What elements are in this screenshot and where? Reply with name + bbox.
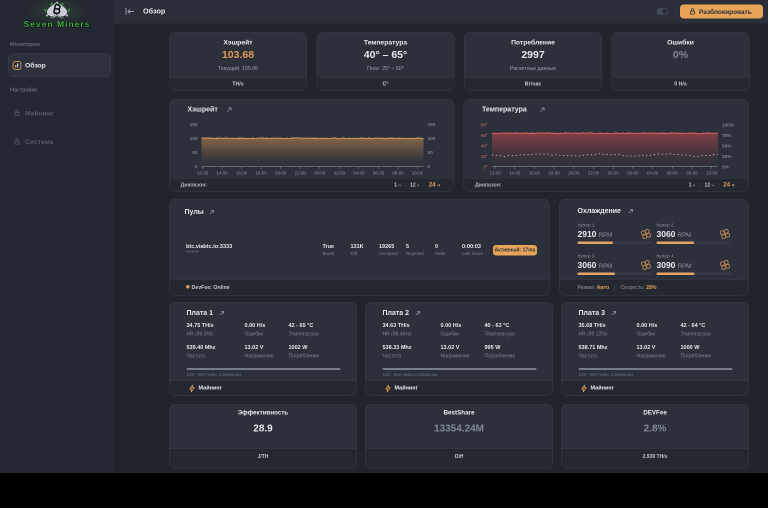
svg-text:0: 0 — [428, 164, 431, 170]
svg-text:100: 100 — [428, 136, 436, 142]
svg-text:100: 100 — [190, 136, 198, 142]
svg-text:04:00: 04:00 — [353, 171, 365, 176]
svg-text:18:00: 18:00 — [256, 171, 268, 176]
svg-text:40°: 40° — [481, 144, 488, 150]
svg-text:75%: 75% — [722, 133, 732, 139]
svg-text:50: 50 — [428, 150, 434, 156]
svg-text:16:00: 16:00 — [529, 171, 541, 176]
svg-text:02:00: 02:00 — [627, 171, 639, 176]
svg-text:50%: 50% — [722, 144, 732, 150]
svg-text:08:00: 08:00 — [392, 171, 404, 176]
svg-text:20°: 20° — [481, 154, 488, 160]
svg-text:14:00: 14:00 — [216, 171, 228, 176]
svg-text:0: 0 — [195, 164, 198, 170]
svg-text:12:00: 12:00 — [197, 171, 209, 176]
svg-text:06:00: 06:00 — [373, 171, 385, 176]
svg-text:00:00: 00:00 — [314, 171, 326, 176]
svg-text:12:00: 12:00 — [489, 171, 501, 176]
svg-text:10:00: 10:00 — [412, 171, 424, 176]
svg-text:60°: 60° — [481, 133, 488, 139]
svg-text:150: 150 — [428, 122, 436, 128]
svg-text:20:00: 20:00 — [568, 171, 580, 176]
svg-text:0°: 0° — [483, 165, 488, 171]
svg-text:80°: 80° — [481, 123, 488, 129]
svg-text:20:00: 20:00 — [275, 171, 287, 176]
svg-text:08:00: 08:00 — [686, 171, 698, 176]
svg-text:04:00: 04:00 — [647, 171, 659, 176]
svg-text:0%: 0% — [722, 165, 730, 171]
svg-text:16:00: 16:00 — [236, 171, 248, 176]
svg-text:00:00: 00:00 — [608, 171, 620, 176]
svg-text:10:00: 10:00 — [706, 171, 718, 176]
svg-text:25%: 25% — [722, 154, 732, 160]
svg-text:02:00: 02:00 — [334, 171, 346, 176]
svg-text:22:00: 22:00 — [588, 171, 600, 176]
svg-text:18:00: 18:00 — [548, 171, 560, 176]
svg-text:50: 50 — [192, 150, 198, 156]
svg-text:14:00: 14:00 — [509, 171, 521, 176]
svg-text:100%: 100% — [722, 123, 735, 129]
svg-text:22:00: 22:00 — [295, 171, 307, 176]
svg-text:06:00: 06:00 — [667, 171, 679, 176]
svg-text:150: 150 — [190, 122, 198, 128]
